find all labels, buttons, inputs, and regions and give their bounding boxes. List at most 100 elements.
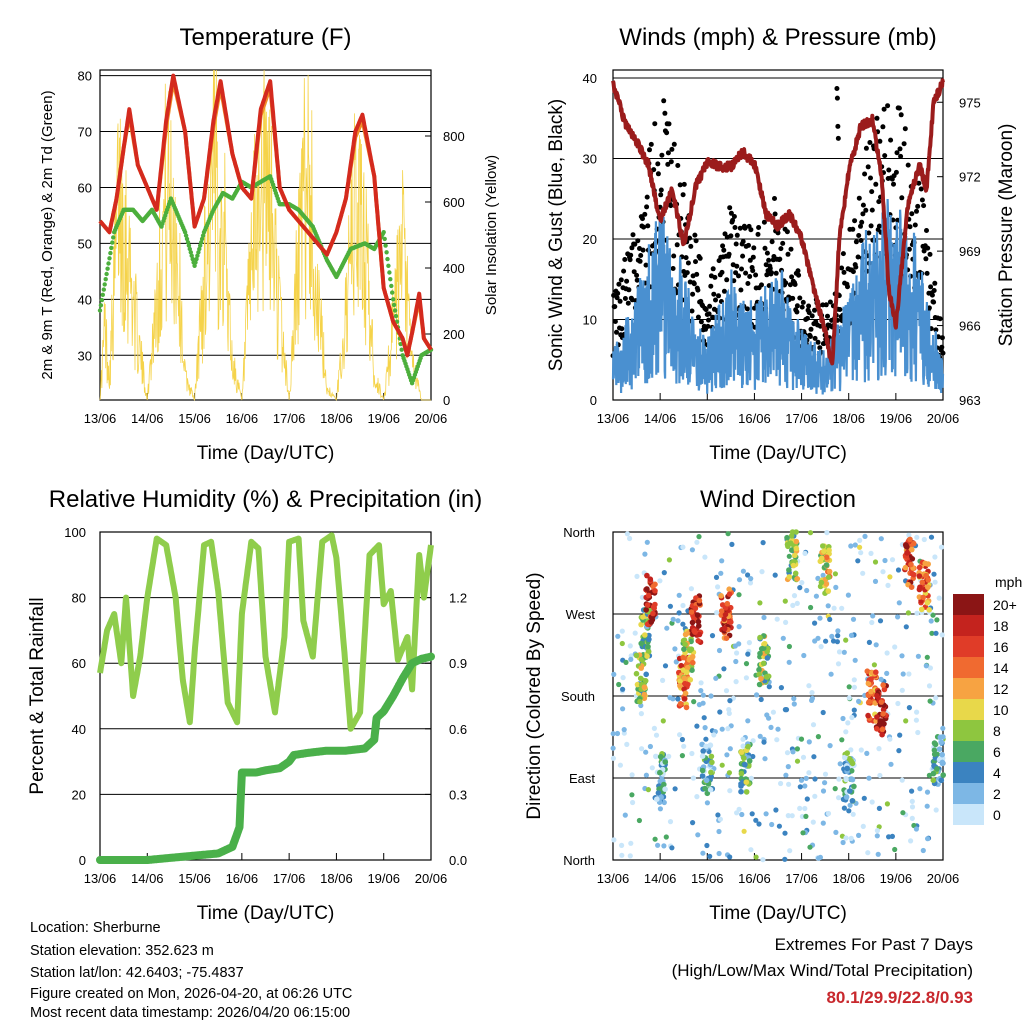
dir-cluster-point [692, 605, 699, 612]
gust-point [815, 339, 821, 345]
gust-point [874, 115, 880, 121]
gust-point [881, 106, 887, 112]
gust-point [823, 302, 829, 308]
dir-point [748, 775, 754, 782]
dir-point [851, 684, 858, 690]
dir-cluster-point [939, 760, 946, 767]
dir-xtick-label: 20/06 [927, 871, 960, 886]
dir-point [772, 572, 778, 578]
gust-point [756, 225, 762, 230]
dir-point [925, 836, 931, 842]
wind-title: Winds (mph) & Pressure (mb) [619, 24, 936, 51]
dir-point [681, 743, 687, 749]
dir-point [651, 725, 658, 732]
gust-point [644, 204, 650, 210]
dir-cluster-point [738, 788, 744, 795]
dewpoint-point [194, 256, 199, 262]
dir-point [694, 723, 700, 729]
dir-point [628, 656, 634, 663]
gust-point [882, 153, 888, 159]
dir-point [889, 833, 896, 840]
dir-cluster-point [689, 667, 695, 673]
dir-point [809, 690, 815, 696]
dir-point [817, 615, 823, 621]
gust-point [710, 266, 716, 272]
dir-cluster-point [677, 701, 684, 707]
gust-point [739, 266, 744, 272]
solar-series-line [99, 69, 431, 401]
dir-point [913, 717, 920, 723]
dir-point [689, 547, 696, 553]
gust-point [868, 175, 873, 181]
dir-point [899, 777, 905, 783]
dir-point [610, 731, 616, 737]
gust-point [698, 319, 704, 325]
dir-point [770, 709, 777, 715]
gust-point [931, 288, 937, 293]
dir-point [729, 541, 735, 548]
dir-point [619, 852, 625, 858]
dir-point [810, 722, 817, 728]
dir-cluster-point [939, 751, 945, 758]
gust-point [612, 319, 618, 324]
rh-xtick-label: 18/06 [320, 871, 353, 886]
wind-y2tick-label: 972 [959, 170, 981, 185]
temp-2m-series-line [98, 73, 433, 358]
dir-cluster-point [703, 777, 710, 784]
dir-cluster-point [728, 619, 734, 625]
dir-cluster-point [637, 698, 643, 705]
dir-point [809, 695, 816, 702]
dir-point [696, 702, 703, 708]
dewpoint-point [391, 297, 396, 302]
dir-cluster-point [764, 655, 771, 661]
dir-cluster-point [920, 594, 926, 601]
dir-point [669, 845, 675, 851]
gust-point [658, 187, 664, 193]
gust-point [853, 264, 859, 270]
dir-point [719, 762, 725, 768]
dir-point [848, 543, 854, 549]
gust-point [809, 313, 815, 319]
dir-point [797, 784, 803, 790]
dir-point [676, 592, 682, 598]
dir-point [820, 572, 826, 579]
dir-point [835, 633, 841, 639]
dir-cluster-point [689, 619, 696, 626]
dir-point [782, 856, 788, 862]
gust-outlier-point [834, 95, 840, 101]
gust-point [615, 290, 621, 296]
gust-point [728, 210, 734, 216]
gust-point [618, 277, 624, 283]
dir-point [760, 857, 766, 863]
dir-cluster-point [684, 664, 691, 671]
dir-cluster-point [865, 680, 872, 687]
dir-point [758, 696, 764, 703]
dir-cluster-point [638, 621, 644, 628]
dir-ylabel: Direction (Colored By Speed) [524, 572, 545, 819]
dir-point [726, 710, 732, 717]
dir-cluster-point [682, 690, 689, 697]
dewpoint-point [109, 245, 114, 251]
dir-cluster-point [919, 579, 926, 586]
dewpoint-point [110, 240, 115, 245]
gust-point [697, 255, 703, 261]
dir-point [810, 819, 816, 825]
dir-point [914, 709, 920, 715]
dir-cluster-point [938, 777, 945, 784]
wind-ytick-label: 20 [583, 232, 597, 247]
dir-point [860, 570, 866, 576]
dir-cluster-point [787, 540, 794, 546]
dir-point [696, 534, 702, 540]
dir-cluster-point [903, 542, 909, 548]
gust-point [761, 219, 767, 225]
gust-point [612, 304, 618, 310]
dir-point [849, 714, 855, 721]
dir-point [714, 610, 720, 616]
dir-point [661, 570, 667, 576]
dir-point [899, 653, 905, 659]
dir-cluster-point [687, 677, 694, 683]
gust-point [788, 246, 794, 252]
gust-point [630, 232, 636, 238]
dir-point [653, 732, 660, 738]
dir-legend-swatch [953, 762, 984, 783]
